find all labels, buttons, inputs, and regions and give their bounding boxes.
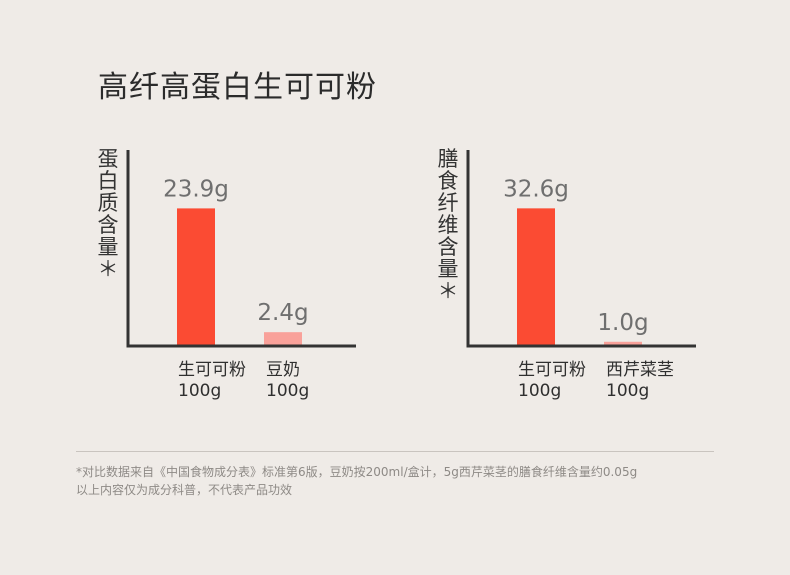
footnote-line: 以上内容仅为成分科普，不代表产品功效 xyxy=(76,483,293,497)
data-label: 32.6g xyxy=(503,176,569,202)
category-name: 生可可粉 xyxy=(178,360,246,380)
data-label: 2.4g xyxy=(257,300,308,326)
page-title: 高纤高蛋白生可可粉 xyxy=(98,70,377,105)
category-name: 西芹菜茎 xyxy=(606,360,674,380)
y-axis-label: 膳食纤维含量＊ xyxy=(437,147,459,303)
category-sublabel: 100g xyxy=(266,381,310,401)
y-axis-label: 蛋白质含量＊ xyxy=(97,147,119,281)
x-category-label: 生可可粉 100g xyxy=(178,360,246,402)
footnote-line: *对比数据来自《中国食物成分表》标准第6版，豆奶按200ml/盒计，5g西芹菜茎… xyxy=(76,465,638,479)
category-name: 豆奶 xyxy=(266,360,300,380)
data-label: 1.0g xyxy=(597,310,648,336)
category-name: 生可可粉 xyxy=(518,360,586,380)
x-category-label: 生可可粉 100g xyxy=(518,360,586,402)
fiber-chart: 膳食纤维含量＊ 32.6g 1.0g 生可可粉 100g 西芹菜茎 100g xyxy=(430,148,730,418)
data-label: 23.9g xyxy=(163,176,229,202)
bar xyxy=(177,208,215,346)
footnote: *对比数据来自《中国食物成分表》标准第6版，豆奶按200ml/盒计，5g西芹菜茎… xyxy=(76,463,736,499)
category-sublabel: 100g xyxy=(518,381,562,401)
protein-plot: 23.9g 2.4g xyxy=(126,150,356,348)
bar xyxy=(517,208,555,346)
fiber-plot: 32.6g 1.0g xyxy=(466,150,696,348)
bar xyxy=(604,341,642,346)
x-category-label: 西芹菜茎 100g xyxy=(606,360,674,402)
protein-chart: 蛋白质含量＊ 23.9g 2.4g 生可可粉 100g 豆奶 100g xyxy=(90,148,390,418)
divider xyxy=(76,451,714,452)
category-sublabel: 100g xyxy=(178,381,222,401)
category-sublabel: 100g xyxy=(606,381,650,401)
x-category-label: 豆奶 100g xyxy=(266,360,309,402)
bar xyxy=(264,332,302,346)
